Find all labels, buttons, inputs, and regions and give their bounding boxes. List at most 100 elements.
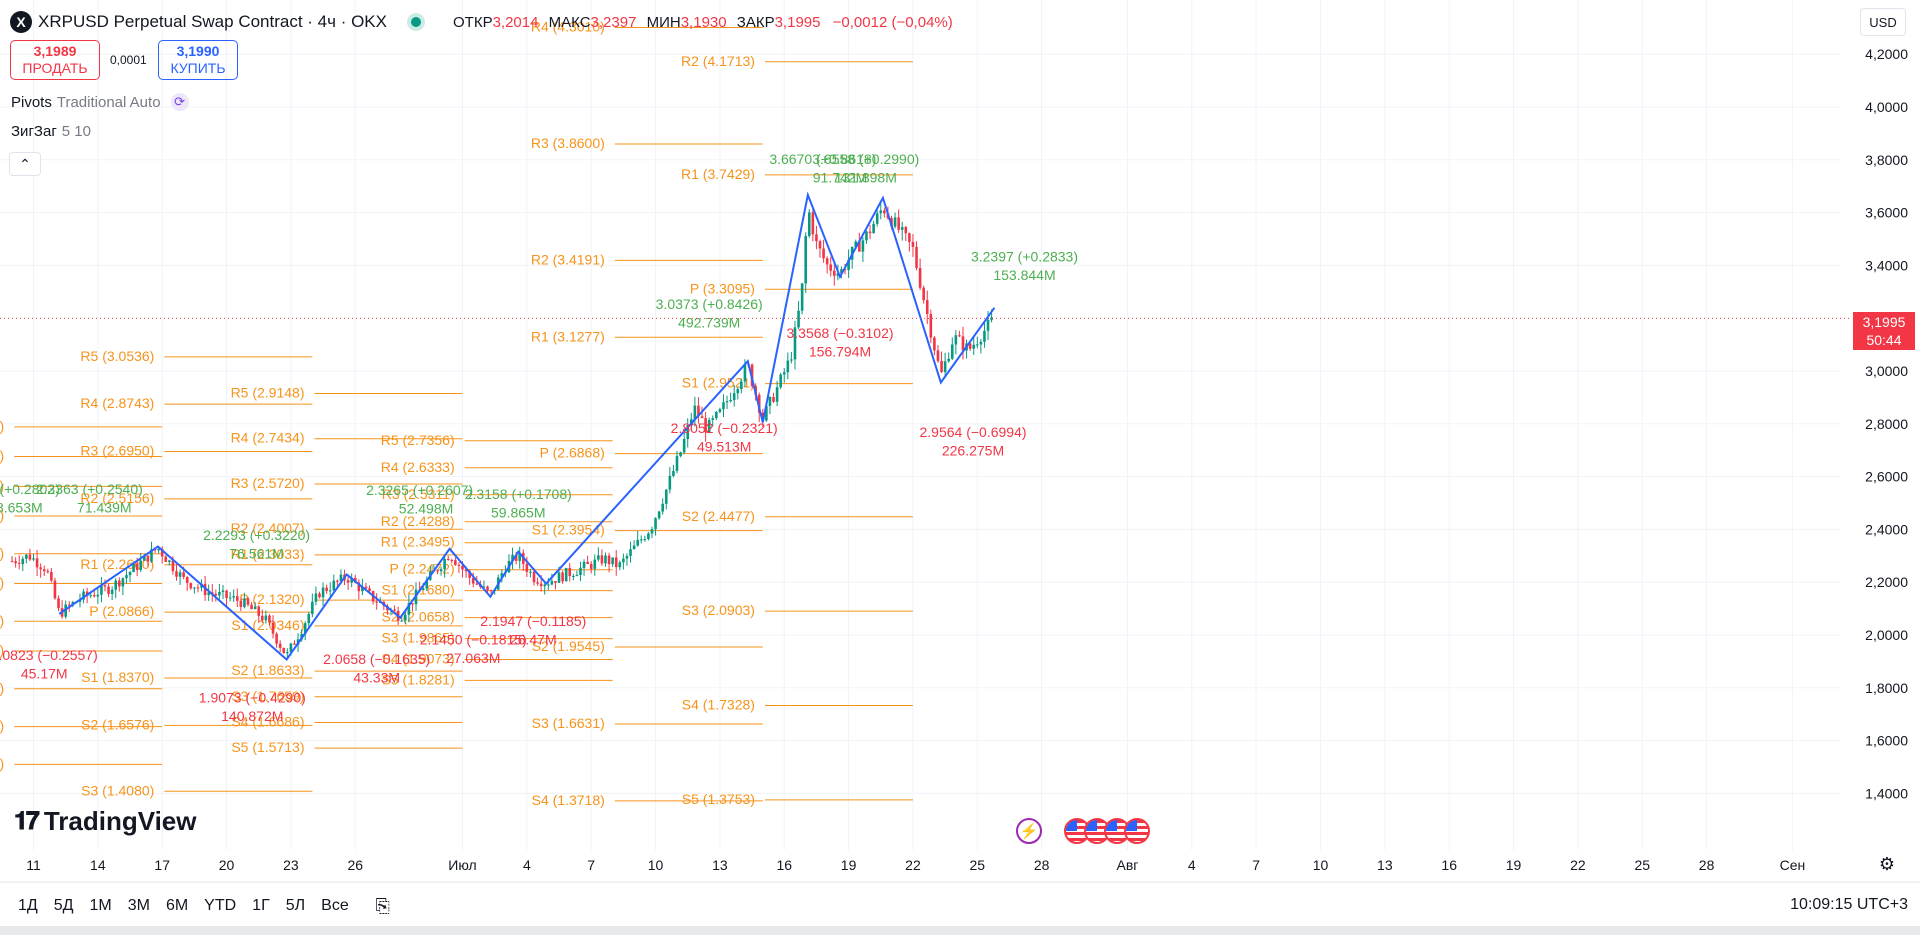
pivot-label: R2 (2.5156) <box>80 490 154 506</box>
candle-body <box>772 396 775 402</box>
zigzag-label: 2.0658 (−0.1635) <box>323 651 430 667</box>
range-6m-button[interactable]: 6М <box>165 897 189 914</box>
range-ytd-button[interactable]: YTD <box>204 897 237 914</box>
tradingview-logo[interactable]: 𝟏𝟕 TradingView <box>14 806 197 837</box>
candle-body <box>875 213 879 224</box>
sell-label: ПРОДАТЬ <box>22 60 88 76</box>
pivot-label: R1 (2.2660) <box>80 556 154 572</box>
ohlc-open-key: ОТКР <box>453 13 493 31</box>
candle-body <box>325 587 328 591</box>
ohlc-open-value: 3,2014 <box>492 13 539 31</box>
market-status-icon[interactable] <box>411 17 421 27</box>
candle-body <box>25 554 28 559</box>
range-5y-button[interactable]: 5Л <box>285 897 306 914</box>
x-tick-label: 13 <box>1377 857 1393 873</box>
pivot-label: S4 (1.6531) <box>0 718 4 734</box>
indicator-zigzag-params: 5 10 <box>61 123 91 140</box>
candle-body <box>107 586 110 594</box>
pivot-label: S3 (1.7962) <box>0 680 4 696</box>
zigzag-label: 2.3363 (+0.2540) <box>36 481 143 497</box>
candle-body <box>815 234 818 242</box>
candle-body <box>118 580 121 587</box>
candle-body <box>564 567 568 582</box>
clock[interactable]: 10:09:15 UTC+3 <box>1790 896 1908 913</box>
pivot-label: R1 (2.3033) <box>231 546 305 562</box>
candle-body <box>743 364 747 382</box>
y-tick-label: 2,6000 <box>1865 469 1908 485</box>
candle-body <box>736 389 740 394</box>
candle-body <box>518 552 521 561</box>
zigzag-label: 3.3568 (−0.3102) <box>787 325 894 341</box>
candle-body <box>883 210 886 214</box>
chart-grid <box>0 0 1840 850</box>
candle-body <box>643 539 647 541</box>
pivot-label: R5 (2.7885) <box>0 418 4 434</box>
range-all-button[interactable]: Все <box>321 897 349 914</box>
candle-body <box>511 554 514 561</box>
x-tick-label: 22 <box>1570 857 1586 873</box>
candle-body <box>443 558 446 570</box>
candle-body <box>893 217 897 227</box>
replay-icon[interactable]: ⎘ <box>375 895 390 916</box>
x-tick-label: 28 <box>1699 857 1715 873</box>
range-1y-button[interactable]: 1Г <box>252 897 270 914</box>
x-tick-label: Июл <box>448 857 476 873</box>
candle-body <box>14 561 17 564</box>
candle-body <box>153 549 157 551</box>
candle-body <box>636 539 639 546</box>
y-tick-label: 2,0000 <box>1865 627 1908 643</box>
candle-body <box>214 594 218 596</box>
candle-body <box>976 344 979 346</box>
candle-body <box>593 559 597 569</box>
candle-body <box>486 586 489 591</box>
symbol-title[interactable]: XRPUSD Perpetual Swap Contract · 4ч · OK… <box>38 12 387 31</box>
x-logo-icon[interactable]: X <box>10 11 32 33</box>
pivot-label: S5 (1.3753) <box>682 791 755 807</box>
candle-body <box>682 438 686 453</box>
us-flag-icon[interactable] <box>1124 818 1150 844</box>
refresh-icon[interactable]: ⟳ <box>170 93 189 111</box>
sell-button[interactable]: 3,1989 ПРОДАТЬ <box>10 40 100 80</box>
range-1m-button[interactable]: 1М <box>89 897 112 914</box>
candles <box>10 202 993 658</box>
lightning-icon[interactable]: ⚡ <box>1016 818 1042 844</box>
candle-body <box>364 586 368 589</box>
range-1d-button[interactable]: 1Д <box>18 897 38 914</box>
candle-body <box>321 587 325 598</box>
candle-body <box>797 310 800 328</box>
candle-body <box>990 317 993 320</box>
indicator-zigzag-name: ЗигЗаг <box>11 123 57 140</box>
candle-body <box>400 620 404 622</box>
candle-body <box>604 555 607 564</box>
candle-body <box>39 567 42 570</box>
candle-body <box>278 643 282 648</box>
candle-body <box>257 606 261 616</box>
zigzag-label: 1.9073 (−0.4290) <box>199 689 306 705</box>
candle-body <box>704 418 707 433</box>
candle-body <box>865 231 868 241</box>
range-3m-button[interactable]: 3М <box>127 897 150 914</box>
candle-body <box>436 570 439 572</box>
pivot-label: R4 (2.6333) <box>381 459 455 475</box>
candle-body <box>722 402 725 410</box>
range-5d-button[interactable]: 5Д <box>53 897 74 914</box>
currency-button[interactable]: USD <box>1860 8 1906 36</box>
candle-body <box>96 594 100 597</box>
pivot-label: S1 (2.3954) <box>532 522 605 538</box>
indicator-zigzag[interactable]: ЗигЗаг 5 10 <box>11 123 91 140</box>
candle-body <box>543 584 547 587</box>
candle-body <box>657 511 661 519</box>
candle-body <box>561 572 564 582</box>
collapse-legend-button[interactable]: ⌃ <box>9 152 41 176</box>
buy-button[interactable]: 3,1990 КУПИТЬ <box>158 40 238 80</box>
gear-icon[interactable]: ⚙ <box>1878 853 1896 874</box>
zigzag-label: 76.561M <box>229 545 283 561</box>
candle-body <box>879 210 883 214</box>
candle-body <box>357 582 361 592</box>
candle-body <box>629 549 632 556</box>
indicator-pivots[interactable]: Pivots Traditional Auto ⟳ <box>11 93 189 111</box>
candle-body <box>225 590 228 598</box>
ohlc-close-value: 3,1995 <box>774 13 821 31</box>
y-tick-label: 3,0000 <box>1865 363 1908 379</box>
